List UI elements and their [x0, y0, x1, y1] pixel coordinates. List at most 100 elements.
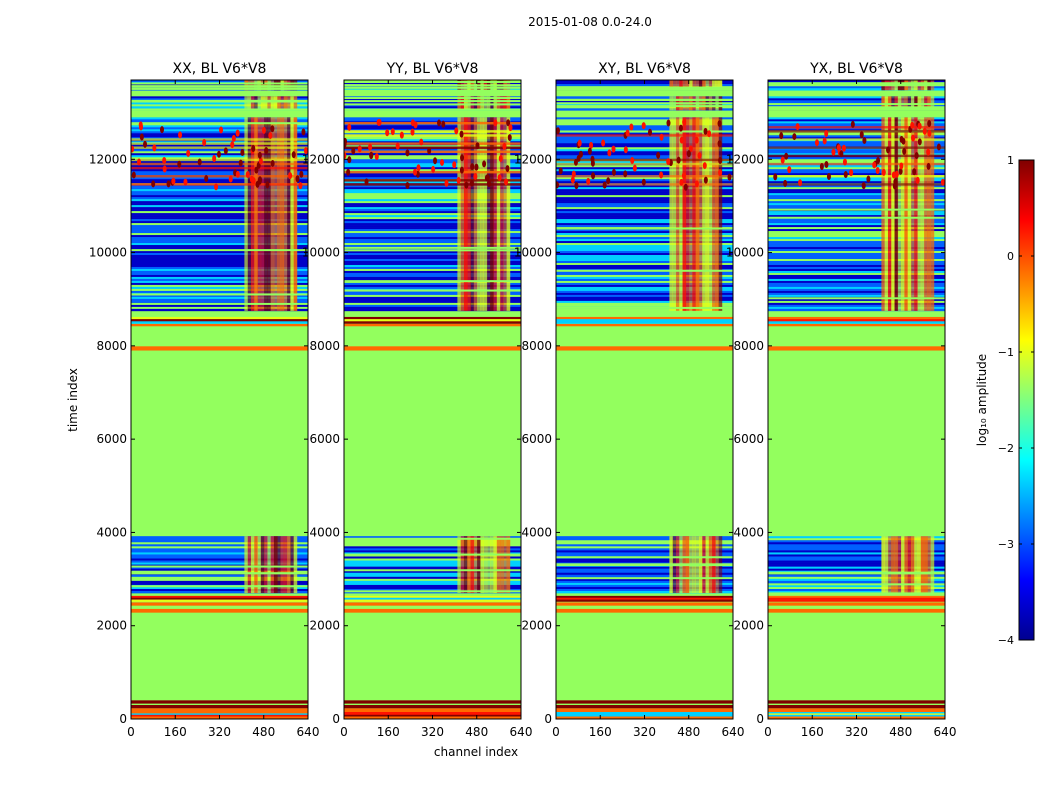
noise-row — [768, 544, 945, 547]
rfi-spot — [508, 124, 513, 132]
rfi-stripe — [290, 536, 294, 594]
gap-row — [344, 103, 521, 106]
noise-row — [344, 243, 521, 246]
rfi-stripe — [480, 117, 484, 311]
rfi-stripe — [254, 536, 258, 594]
gap-row — [768, 583, 945, 586]
noise-row — [768, 159, 945, 162]
rfi-spot — [607, 149, 612, 157]
noise-row — [131, 570, 308, 574]
noise-row — [131, 284, 308, 288]
rfi-stripe — [486, 536, 491, 594]
panel-3: YX, BL V6*V8 0 160 320 480 640 0 2000 4000 6000 80… — [726, 61, 957, 739]
gap-row — [556, 269, 733, 272]
noise-row — [344, 241, 521, 244]
rfi-stripe — [496, 117, 501, 311]
rfi-stripe — [264, 96, 268, 111]
noise-row — [556, 554, 733, 557]
noise-row — [768, 550, 945, 553]
noise-row — [768, 181, 945, 184]
gap-row — [768, 108, 945, 111]
noise-row — [768, 300, 945, 304]
rfi-stripe — [705, 117, 710, 311]
rfi-stripe — [682, 80, 687, 91]
rfi-stripe — [250, 117, 255, 311]
rfi-spot — [139, 133, 144, 141]
noise-row — [768, 233, 945, 236]
noise-row — [131, 215, 308, 218]
noise-row — [344, 117, 521, 120]
rfi-spot — [914, 152, 919, 160]
noise-row — [131, 260, 308, 264]
panel-image — [344, 80, 521, 719]
gap-row — [768, 571, 945, 574]
rfi-spot — [202, 139, 207, 147]
rfi-spot — [162, 156, 167, 164]
noise-row — [768, 223, 945, 226]
rfi-row — [768, 162, 945, 166]
rfi-spot — [454, 127, 459, 135]
noise-row — [556, 173, 733, 176]
rfi-stripe — [250, 96, 255, 111]
rfi-spot — [138, 121, 143, 129]
rfi-stripe — [473, 96, 478, 111]
rfi-stripe — [257, 117, 262, 311]
noise-row — [344, 570, 521, 574]
noise-row — [768, 151, 945, 154]
rfi-spot — [204, 175, 209, 183]
rfi-spot — [606, 177, 611, 185]
rfi-spot — [298, 182, 303, 190]
noise-row — [556, 260, 733, 264]
x-tick-label: 480 — [465, 725, 488, 739]
rfi-row — [768, 146, 945, 149]
noise-row — [556, 205, 733, 208]
rfi-stripe — [247, 96, 252, 111]
gap-row — [768, 84, 945, 87]
rfi-spot — [160, 126, 165, 134]
noise-row — [768, 167, 945, 170]
gap-row — [131, 99, 308, 102]
rfi-spot — [238, 159, 243, 167]
noise-row — [768, 321, 945, 324]
noise-row — [556, 540, 733, 543]
noise-row — [131, 211, 308, 214]
noise-row — [131, 195, 308, 198]
noise-row — [768, 278, 945, 282]
rfi-spot — [410, 128, 415, 136]
noise-row — [344, 292, 521, 296]
noise-row — [768, 173, 945, 176]
noise-row — [556, 712, 733, 714]
gap-row — [344, 246, 521, 249]
rfi-spot — [824, 160, 829, 168]
noise-row — [131, 560, 308, 563]
noise-row — [768, 241, 945, 244]
y-tick-label: 10000 — [514, 246, 552, 260]
rfi-spot — [295, 175, 300, 183]
rfi-stripe — [257, 96, 262, 111]
rfi-stripe — [463, 117, 468, 311]
rfi-spot — [836, 144, 841, 152]
rfi-stripe — [483, 96, 488, 111]
noise-row — [556, 117, 733, 120]
noise-row — [556, 304, 733, 308]
noise-row — [131, 217, 308, 220]
noise-row — [344, 231, 521, 234]
y-tick-label: 2000 — [309, 619, 340, 633]
noise-row — [768, 276, 945, 280]
rfi-spot — [915, 176, 920, 184]
rfi-spot — [385, 129, 390, 137]
rfi-stripe — [260, 117, 265, 311]
noise-row — [344, 321, 521, 324]
rfi-stripe — [490, 536, 494, 594]
rfi-spot — [143, 140, 148, 148]
noise-row — [344, 207, 521, 210]
noise-row — [131, 562, 308, 565]
rfi-spot — [886, 146, 891, 154]
rfi-stripe — [470, 536, 475, 594]
rfi-stripe — [473, 117, 478, 311]
noise-row — [344, 264, 521, 268]
gap-row — [344, 108, 521, 111]
rfi-spot — [251, 177, 256, 185]
rfi-stripe — [477, 117, 481, 311]
rfi-spot — [504, 178, 509, 186]
